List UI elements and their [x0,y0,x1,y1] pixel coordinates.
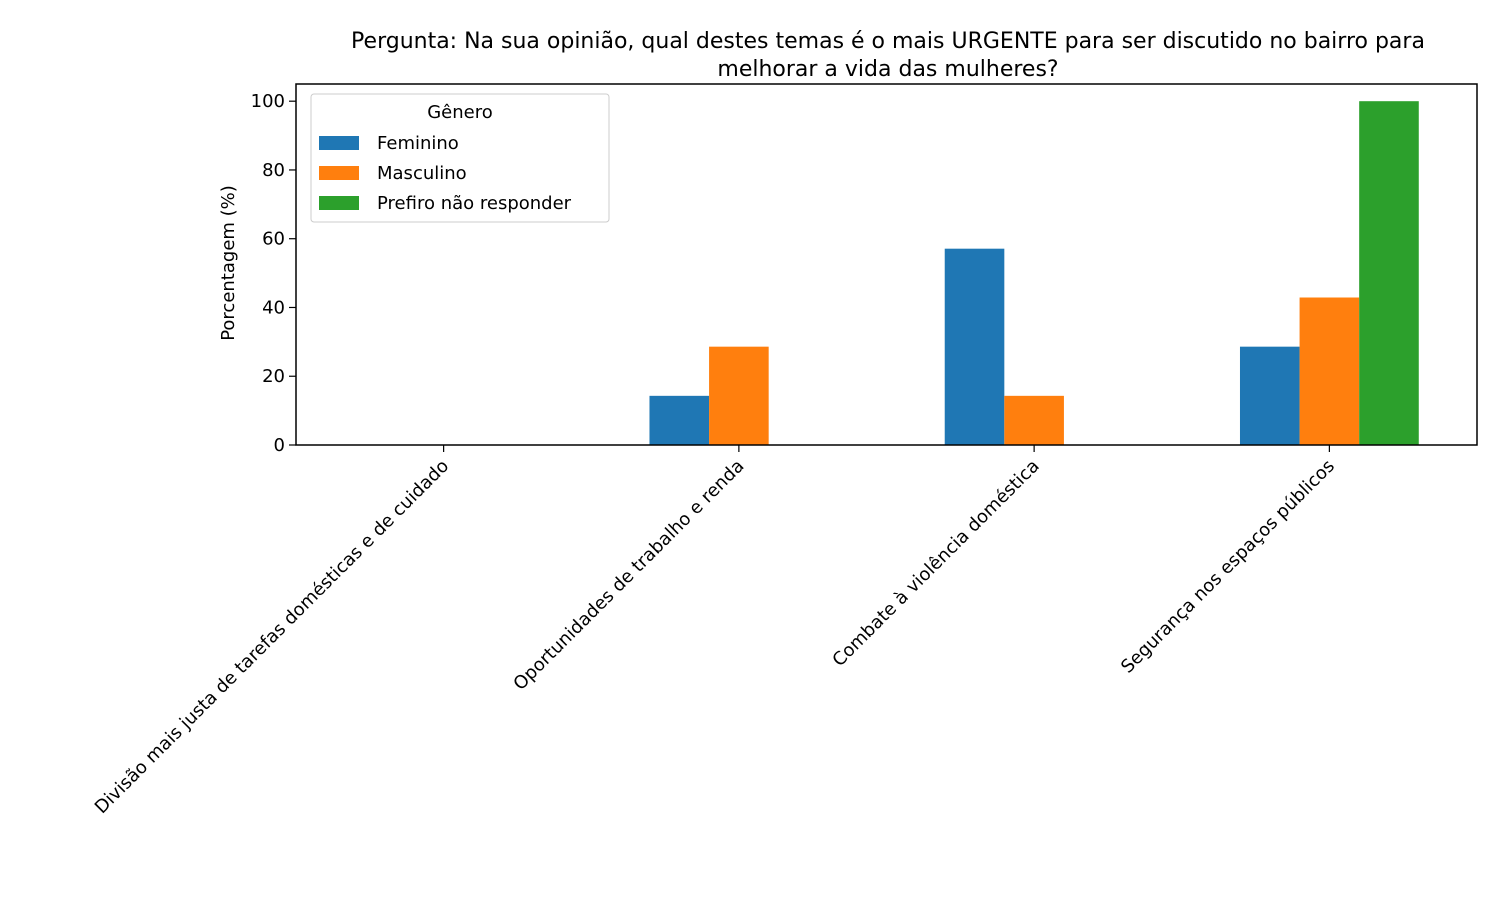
x-tick-label-1: Oportunidades de trabalho e renda [509,456,748,695]
bar-0-3 [1239,346,1300,445]
bar-2-3 [1359,101,1419,445]
bar-0-1 [649,395,710,445]
plot-frame [295,83,1478,446]
bar-1-1 [709,346,769,445]
legend-swatch-0 [319,136,359,150]
y-tick-label-4: 80 [262,160,285,181]
y-axis-label: Porcentagem (%) [218,185,239,341]
legend-swatch-1 [319,166,359,180]
chart-title-line-1: Pergunta: Na sua opinião, qual destes te… [351,29,1425,54]
legend-label-0: Feminino [377,133,459,154]
x-tick-label-2: Combate à violência doméstica [828,456,1043,671]
y-tick-label-0: 0 [274,435,285,456]
legend-label-1: Masculino [377,163,467,184]
legend-title: Gênero [427,102,493,123]
bar-1-3 [1299,297,1360,445]
bars-layer [649,101,1419,445]
chart-title-line-2: melhorar a vida das mulheres? [717,57,1058,82]
axes-layer: 0 20 40 60 80 100 Divisão mais justa de tarefa… [91,83,1478,818]
bar-0-2 [944,248,1005,445]
y-tick-label-2: 40 [262,297,285,318]
y-tick-label-3: 60 [262,229,285,250]
chart-title: Pergunta: Na sua opinião, qual destes te… [351,29,1425,82]
x-tick-label-3: Segurança nos espaços públicos [1117,456,1339,678]
y-tick-label-5: 100 [251,91,285,112]
x-tick-label-0: Divisão mais justa de tarefas domésticas… [91,456,453,818]
legend-box [310,93,610,223]
legend-swatch-2 [319,196,359,210]
legend-label-2: Prefiro não responder [377,193,572,214]
y-tick-label-1: 20 [262,366,285,387]
bar-1-2 [1004,395,1064,445]
legend: Gênero Feminino Masculino Prefiro não respo… [310,93,610,223]
